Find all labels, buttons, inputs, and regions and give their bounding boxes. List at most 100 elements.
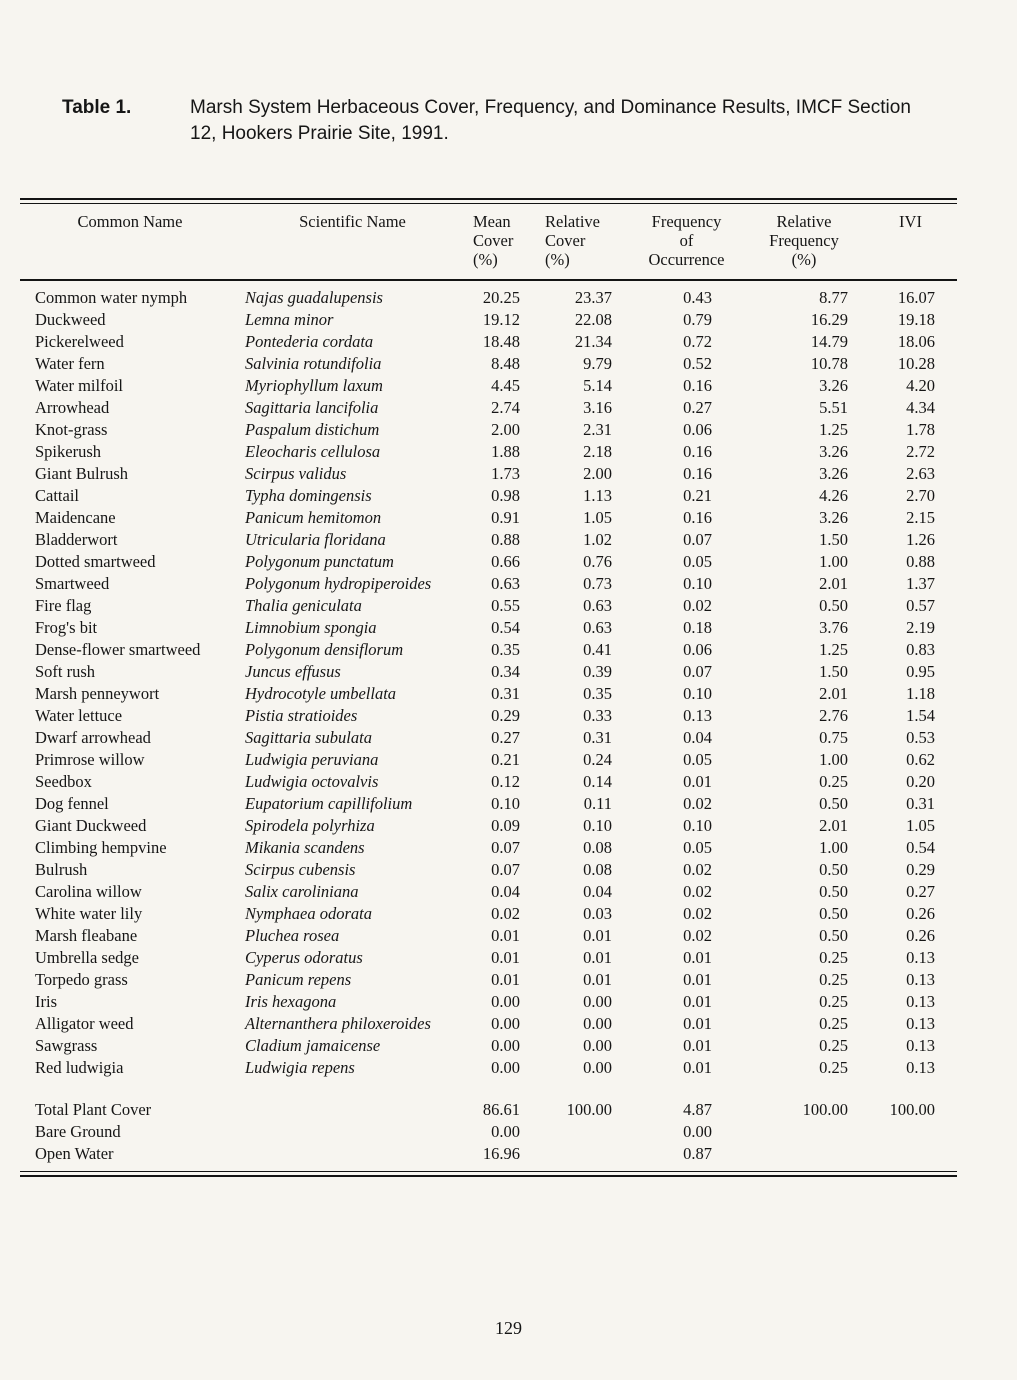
table-row: Open Water 16.96 0.87 [20,1143,957,1169]
cell-ivi: 0.83 [906,640,935,659]
cell-mean-cover: 0.29 [491,706,520,725]
cell-common-name: Frog's bit [35,618,98,637]
cell-relative-cover: 2.18 [583,442,612,461]
cell-frequency-occurrence: 0.10 [683,574,712,593]
cell-relative-cover: 0.14 [583,772,612,791]
cell-relative-cover: 0.08 [583,860,612,879]
cell-relative-frequency: 2.01 [819,574,848,593]
cell-relative-cover [537,1121,629,1143]
cell-common-name: Marsh fleabane [35,926,138,945]
cell-ivi: 0.95 [906,662,935,681]
cell-relative-frequency: 0.25 [819,948,848,967]
cell-common-name: Umbrella sedge [35,948,140,967]
table-caption-text: Marsh System Herbaceous Cover, Frequency… [190,97,911,144]
cell-ivi [864,1121,957,1143]
cell-relative-frequency: 0.50 [819,882,848,901]
table-row: Dog fennel Eupatorium capillifolium 0.10 0.… [20,793,957,815]
cell-relative-frequency: 4.26 [819,486,848,505]
cell-ivi: 4.20 [906,376,935,395]
cell-frequency-occurrence: 0.06 [683,640,712,659]
cell-relative-frequency: 1.50 [819,530,848,549]
cell-relative-cover: 0.63 [583,596,612,615]
cell-mean-cover: 16.96 [482,1144,520,1163]
cell-relative-cover: 22.08 [574,310,612,329]
cell-relative-cover: 0.11 [583,794,612,813]
cell-relative-cover: 0.00 [583,1058,612,1077]
table-row: Alligator weed Alternanthera philoxeroide… [20,1013,957,1035]
cell-frequency-occurrence: 0.02 [683,596,712,615]
cell-scientific-name: Mikania scandens [245,838,365,857]
cell-relative-frequency [744,1121,864,1143]
cell-frequency-occurrence: 0.02 [683,904,712,923]
cell-ivi: 0.26 [906,904,935,923]
table-row: Climbing hempvine Mikania scandens 0.07 0.0… [20,837,957,859]
cell-common-name: Maidencane [35,508,116,527]
cell-relative-frequency: 3.26 [819,376,848,395]
cell-relative-cover: 0.00 [583,1014,612,1033]
cell-relative-frequency: 0.50 [819,860,848,879]
cell-mean-cover: 0.35 [491,640,520,659]
cell-mean-cover: 0.34 [491,662,520,681]
table-row: Bulrush Scirpus cubensis 0.07 0.08 0.02 0.50 0… [20,859,957,881]
cell-scientific-name: Cyperus odoratus [245,948,363,967]
cell-common-name: Marsh penneywort [35,684,160,703]
cell-relative-frequency: 0.50 [819,596,848,615]
table-row: Water lettuce Pistia stratioides 0.29 0.33 0… [20,705,957,727]
cell-mean-cover: 0.00 [491,1058,520,1077]
cell-scientific-name: Polygonum punctatum [245,552,394,571]
cell-relative-frequency: 16.29 [810,310,848,329]
cell-frequency-occurrence: 0.06 [683,420,712,439]
cell-ivi: 0.31 [906,794,935,813]
cell-ivi: 0.13 [906,1036,935,1055]
cell-scientific-name: Eleocharis cellulosa [245,442,381,461]
cell-mean-cover: 8.48 [491,354,520,373]
table-row: Common water nymph Najas guadalupensis 20.… [20,280,957,309]
cell-ivi: 2.70 [906,486,935,505]
cell-ivi: 2.72 [906,442,935,461]
cell-mean-cover: 0.12 [491,772,520,791]
cell-relative-cover: 0.03 [583,904,612,923]
cell-ivi: 1.78 [906,420,935,439]
cell-scientific-name: Salix caroliniana [245,882,359,901]
cell-common-name: Dotted smartweed [35,552,156,571]
cell-common-name: Common water nymph [35,288,188,307]
cell-common-name: Knot-grass [35,420,108,439]
cell-relative-cover: 1.05 [583,508,612,527]
table-row: Bare Ground 0.00 0.00 [20,1121,957,1143]
cell-ivi: 0.20 [906,772,935,791]
cell-common-name: Red ludwigia [35,1058,124,1077]
cell-mean-cover: 0.00 [491,1014,520,1033]
table-row: White water lily Nymphaea odorata 0.02 0.03… [20,903,957,925]
cell-ivi [864,1143,957,1169]
table-row: Giant Bulrush Scirpus validus 1.73 2.00 0.16… [20,463,957,485]
cell-ivi: 4.34 [906,398,935,417]
table-header: Common Name Scientific Name Mean Cover (… [20,204,957,281]
cell-scientific-name: Myriophyllum laxum [245,376,383,395]
cell-mean-cover: 0.01 [491,948,520,967]
cell-relative-frequency: 0.25 [819,970,848,989]
cell-ivi: 1.37 [906,574,935,593]
cell-relative-frequency: 0.50 [819,904,848,923]
page-number: 129 [495,1318,522,1338]
cell-relative-cover: 3.16 [583,398,612,417]
table-row: Water fern Salvinia rotundifolia 8.48 9.79 0… [20,353,957,375]
col-header-frequency-occurrence: Frequency of Occurrence [629,204,744,281]
cell-frequency-occurrence: 0.01 [683,1036,712,1055]
cell-mean-cover: 0.07 [491,860,520,879]
cell-mean-cover: 0.00 [491,1036,520,1055]
cell-frequency-occurrence: 0.43 [683,288,712,307]
cell-scientific-name: Pluchea rosea [245,926,340,945]
cell-ivi: 1.18 [906,684,935,703]
cell-frequency-occurrence: 0.01 [683,1058,712,1077]
cell-mean-cover: 0.31 [491,684,520,703]
cell-ivi: 2.19 [906,618,935,637]
table-row: Bladderwort Utricularia floridana 0.88 1.02… [20,529,957,551]
table-row: Smartweed Polygonum hydropiperoides 0.63 0.… [20,573,957,595]
cell-relative-frequency: 0.25 [819,1058,848,1077]
cell-common-name: Bladderwort [35,530,118,549]
cell-relative-cover: 5.14 [583,376,612,395]
cell-ivi: 0.54 [906,838,935,857]
cell-ivi: 0.13 [906,1014,935,1033]
cell-relative-cover: 2.31 [583,420,612,439]
